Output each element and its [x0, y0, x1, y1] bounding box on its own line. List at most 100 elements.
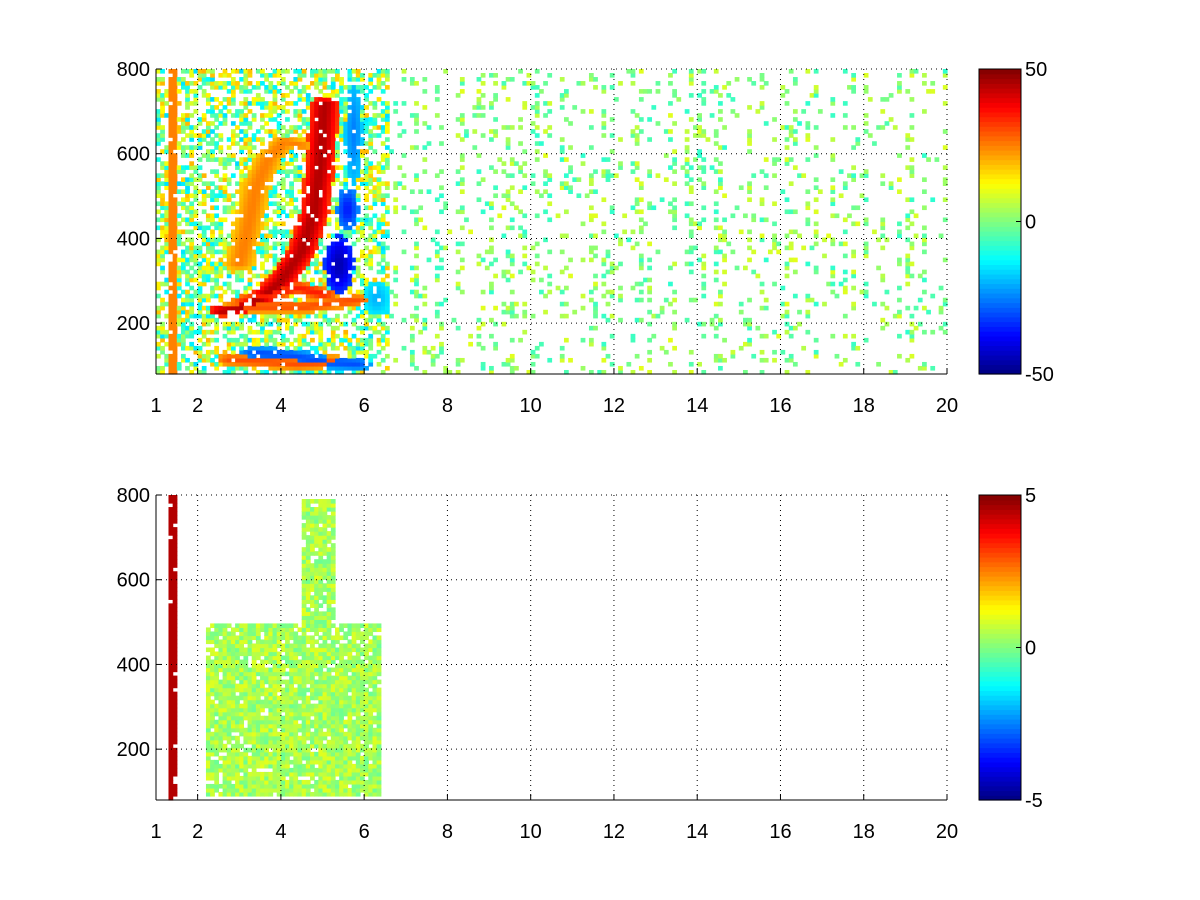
heatmap-cell: [272, 145, 278, 150]
heatmap-cell: [247, 205, 253, 211]
heatmap-cell: [842, 113, 848, 118]
heatmap-cell: [189, 313, 195, 319]
heatmap-cell: [355, 257, 361, 263]
heatmap-cell: [189, 293, 195, 299]
heatmap-cell: [189, 165, 195, 170]
heatmap-cell: [330, 77, 336, 82]
heatmap-cell: [813, 353, 819, 359]
heatmap-cell: [343, 113, 349, 118]
heatmap-cell: [376, 341, 382, 347]
heatmap-cell: [634, 137, 640, 142]
heatmap-cell: [260, 329, 265, 335]
heatmap-cell: [156, 249, 161, 255]
heatmap-cell: [226, 695, 232, 701]
heatmap-cell: [172, 695, 178, 701]
heatmap-cell: [359, 293, 365, 299]
heatmap-cell: [185, 333, 190, 339]
heatmap-cell: [168, 727, 174, 733]
heatmap-cell: [318, 197, 324, 203]
heatmap-cell: [301, 89, 307, 94]
heatmap-cell: [164, 93, 170, 98]
heatmap-cell: [222, 81, 228, 86]
heatmap-cell: [222, 209, 228, 215]
heatmap-cell: [222, 253, 228, 259]
heatmap-cell: [255, 631, 261, 637]
heatmap-cell: [476, 77, 482, 82]
heatmap-cell: [264, 747, 269, 753]
heatmap-cell: [693, 157, 698, 162]
heatmap-cell: [784, 313, 790, 319]
heatmap-cell: [347, 85, 353, 90]
heatmap-cell: [226, 679, 232, 685]
heatmap-cell: [897, 153, 902, 158]
heatmap-cell: [722, 337, 727, 343]
heatmap-cell: [205, 723, 211, 729]
heatmap-cell: [522, 245, 528, 251]
heatmap-cell: [805, 217, 811, 223]
heatmap-cell: [239, 707, 245, 713]
heatmap-cell: [713, 157, 719, 162]
heatmap-cell: [314, 197, 319, 203]
heatmap-cell: [272, 345, 278, 351]
heatmap-cell: [393, 293, 399, 299]
heatmap-cell: [497, 157, 503, 162]
heatmap-cell: [189, 221, 195, 227]
heatmap-cell: [264, 337, 269, 343]
heatmap-cell: [305, 341, 311, 347]
heatmap-cell: [817, 109, 823, 114]
heatmap-cell: [339, 249, 344, 255]
heatmap-cell: [276, 257, 282, 263]
heatmap-cell: [239, 317, 245, 323]
heatmap-cell: [172, 289, 178, 295]
heatmap-cell: [347, 133, 353, 138]
heatmap-cell: [210, 707, 215, 713]
heatmap-cell: [305, 297, 311, 303]
heatmap-cell: [176, 365, 182, 371]
heatmap-cell: [359, 117, 365, 122]
heatmap-cell: [335, 129, 340, 134]
heatmap-cell: [305, 225, 311, 231]
heatmap-cell: [222, 679, 228, 685]
heatmap-cell: [243, 77, 249, 82]
heatmap-cell: [384, 209, 390, 215]
heatmap-cell: [168, 555, 174, 560]
heatmap-cell: [601, 121, 607, 126]
heatmap-cell: [384, 181, 390, 186]
heatmap-cell: [314, 245, 319, 251]
heatmap-cell: [684, 201, 690, 207]
heatmap-cell: [289, 237, 294, 243]
heatmap-cell: [493, 345, 498, 351]
heatmap-cell: [618, 317, 623, 323]
heatmap-cell: [255, 699, 261, 705]
heatmap-cell: [301, 141, 307, 146]
heatmap-cell: [285, 361, 290, 367]
heatmap-cell: [172, 169, 178, 174]
heatmap-cell: [239, 253, 245, 259]
heatmap-cell: [230, 321, 236, 327]
heatmap-cell: [205, 217, 211, 223]
heatmap-cell: [168, 791, 174, 797]
heatmap-cell: [380, 309, 386, 315]
heatmap-cell: [784, 197, 790, 203]
heatmap-cell: [326, 253, 332, 259]
heatmap-cell: [185, 329, 190, 335]
heatmap-cell: [351, 353, 357, 359]
heatmap-cell: [376, 361, 382, 367]
heatmap-cell: [618, 161, 623, 166]
heatmap-cell: [759, 101, 765, 106]
heatmap-cell: [285, 149, 290, 154]
heatmap-cell: [418, 205, 424, 211]
heatmap-cell: [409, 209, 415, 215]
heatmap-cell: [522, 105, 528, 110]
heatmap-cell: [172, 137, 178, 142]
heatmap-cell: [172, 293, 178, 299]
heatmap-cell: [251, 357, 257, 363]
heatmap-cell: [156, 225, 161, 231]
heatmap-cell: [280, 109, 286, 114]
heatmap-cell: [455, 357, 461, 363]
heatmap-cell: [509, 125, 515, 130]
heatmap-cell: [430, 361, 436, 367]
heatmap-cell: [822, 237, 827, 243]
heatmap-cell: [688, 221, 694, 227]
heatmap-cell: [318, 89, 324, 94]
